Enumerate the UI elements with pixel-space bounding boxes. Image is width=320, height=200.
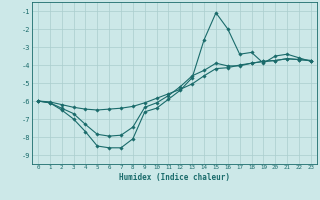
X-axis label: Humidex (Indice chaleur): Humidex (Indice chaleur) [119,173,230,182]
